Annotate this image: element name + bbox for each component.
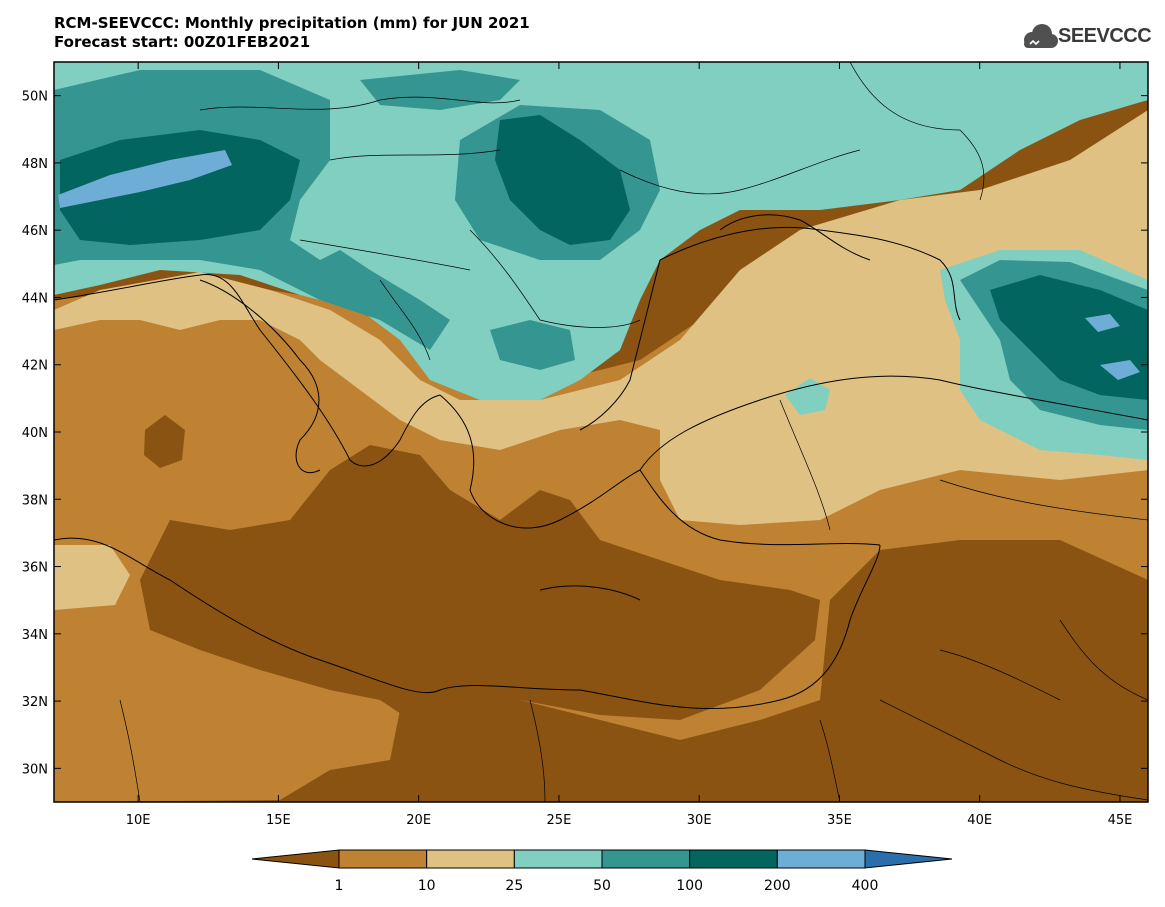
class-dry-sardinia [144,415,185,468]
colorbar-label: 200 [764,878,791,894]
class-10-25 [54,110,1148,525]
class-10-25-libya [54,545,130,610]
lat-tick-label: 46N [22,224,48,239]
lat-tick-label: 44N [22,291,48,306]
class-100-200-carpathians [495,115,630,245]
map-title: RCM-SEEVCCC: Monthly precipitation (mm) … [54,14,530,52]
class-100-200-alps [60,130,300,245]
lat-tick-label: 50N [22,90,48,105]
latitude-axis: 30N 32N 34N 36N 38N 40N 42N 44N 46N 48N 50N [22,90,1148,777]
lat-tick-label: 36N [22,561,48,576]
lat-tick-label: 40N [22,426,48,441]
colorbar-segment [426,849,515,869]
lat-tick-label: 30N [22,762,48,777]
colorbar-label: 50 [593,878,611,894]
class-200-400-caucasus-b [1100,360,1140,380]
coastlines [54,214,1148,710]
colorbar-segment-high [864,849,953,869]
class-dry-core [140,445,820,720]
colorbar-segment [689,849,778,869]
colorbar-label: 10 [418,878,436,894]
colorbar-label: 1 [335,878,344,894]
title-line-2: Forecast start: 00Z01FEB2021 [54,33,311,51]
logo-text: SEEVCCC [1058,25,1152,47]
cloud-icon [1024,24,1058,48]
colorbar-segment-low [251,849,340,869]
lat-tick-label: 48N [22,157,48,172]
colorbar-label: 25 [505,878,523,894]
lat-tick-label: 38N [22,493,48,508]
class-25-50-anatolia-patch [785,378,830,415]
colorbar-segment [513,849,603,869]
colorbar: 1 10 25 50 100 200 400 [251,849,953,894]
class-200-400-alps [58,150,232,208]
lon-tick-label: 20E [406,813,431,828]
lon-tick-label: 30E [687,813,712,828]
lon-tick-label: 15E [266,813,291,828]
precipitation-field [54,62,1148,802]
colorbar-segment [601,849,691,869]
colorbar-segment [338,849,428,869]
lat-tick-label: 34N [22,628,48,643]
class-50-100-north [360,70,520,110]
lon-tick-label: 40E [967,813,992,828]
title-line-1: RCM-SEEVCCC: Monthly precipitation (mm) … [54,14,530,32]
colorbar-segment [776,849,866,869]
class-dry-east [850,545,1148,802]
lat-tick-label: 42N [22,359,48,374]
colorbar-label: 100 [676,878,703,894]
longitude-axis: 10E 15E 20E 25E 30E 35E 40E 45E [126,62,1133,828]
lon-tick-label: 45E [1108,813,1133,828]
lon-tick-label: 35E [827,813,852,828]
lon-tick-label: 10E [126,813,151,828]
class-200-400-caucasus-a [1085,314,1120,332]
colorbar-label: 400 [852,878,879,894]
lon-tick-label: 25E [547,813,572,828]
class-50-100-balkans [490,320,575,370]
political-borders [119,62,1148,802]
lat-tick-label: 32N [22,695,48,710]
